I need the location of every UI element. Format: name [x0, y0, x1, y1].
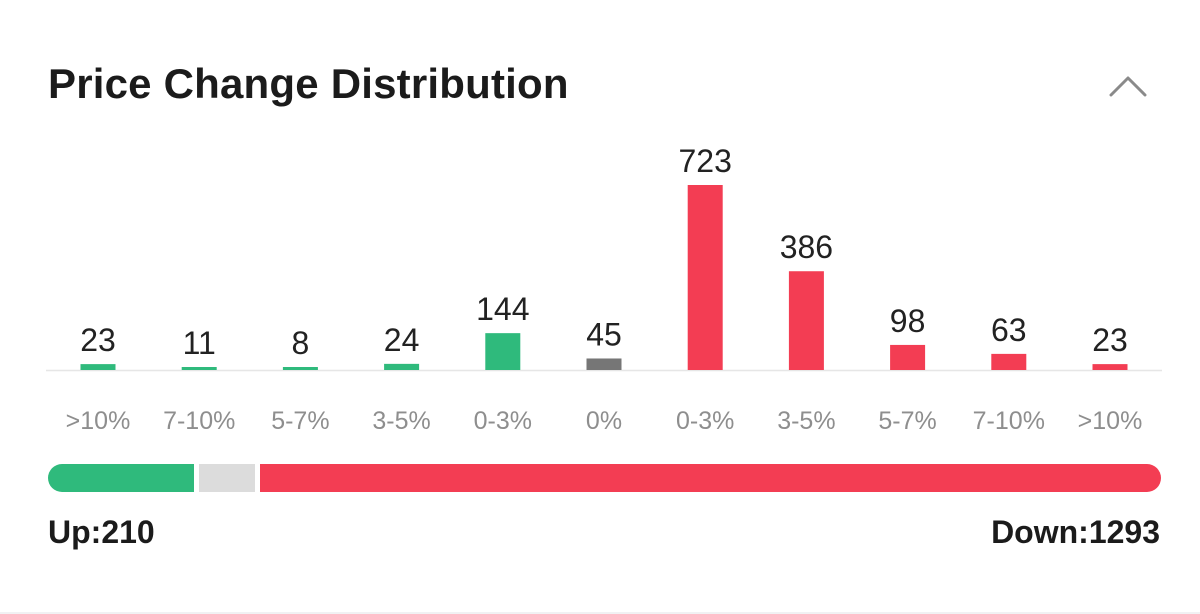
bar-flat-5	[586, 358, 622, 370]
bar-down-7	[788, 271, 824, 370]
category-tick-label: 5-7%	[878, 407, 936, 435]
bar-value-label: 144	[476, 291, 529, 327]
category-tick-label: 3-5%	[372, 407, 430, 435]
bar-value-label: 63	[991, 312, 1027, 348]
category-tick-label: 7-10%	[973, 407, 1045, 435]
bar-value-label: 8	[292, 325, 310, 361]
bar-down-10	[1092, 364, 1128, 370]
bar-up-1	[181, 367, 217, 370]
category-tick-label: 7-10%	[163, 407, 235, 435]
bar-down-6	[687, 185, 723, 370]
bar-up-4	[485, 333, 521, 370]
category-tick-label: 5-7%	[271, 407, 329, 435]
bar-up-3	[384, 363, 420, 370]
bar-value-label: 98	[890, 303, 926, 339]
bar-value-label: 24	[384, 322, 420, 358]
bar-down-9	[991, 353, 1027, 370]
ratio-segment-up	[48, 464, 194, 492]
ratio-segment-flat	[199, 464, 255, 492]
ratio-segment-down	[260, 464, 1161, 492]
category-tick-label: >10%	[1078, 407, 1143, 435]
bar-value-label: 11	[183, 325, 216, 361]
bar-value-label: 386	[780, 229, 833, 265]
category-tick-label: 0%	[586, 407, 622, 435]
bar-value-label: 45	[586, 316, 622, 352]
category-tick-label: 0-3%	[676, 407, 734, 435]
bar-value-label: 723	[679, 143, 732, 179]
bar-up-2	[282, 367, 318, 370]
collapse-button[interactable]	[1102, 60, 1154, 112]
down-count: Down:1293	[991, 514, 1160, 550]
bar-up-0	[80, 364, 116, 370]
up-count: Up:210	[48, 514, 155, 550]
category-tick-label: 3-5%	[777, 407, 835, 435]
chart-title: Price Change Distribution	[48, 60, 569, 107]
category-tick-label: 0-3%	[474, 407, 532, 435]
bar-down-8	[890, 344, 926, 370]
bar-chart: 23 >10% 11 7-10% 8 5-7% 24 3-5% 144 0-3% 45 0% 723 0-…	[46, 143, 1162, 435]
bar-value-label: 23	[1092, 322, 1128, 358]
category-tick-label: >10%	[66, 407, 131, 435]
up-down-ratio-bar	[48, 464, 1161, 492]
bar-value-label: 23	[80, 322, 116, 358]
chevron-up-icon	[1109, 76, 1147, 97]
